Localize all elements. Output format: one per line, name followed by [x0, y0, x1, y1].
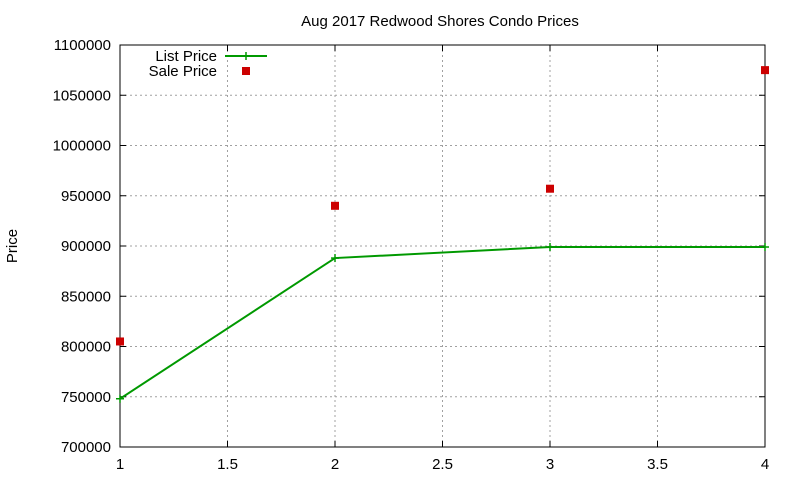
x-tick-label: 1: [116, 456, 124, 473]
x-tick-label: 3: [546, 456, 554, 473]
y-tick-label: 700000: [61, 439, 111, 456]
data-point: [546, 184, 554, 193]
legend-label-sale-price: Sale Price: [149, 63, 217, 80]
y-tick-label: 850000: [61, 288, 111, 305]
x-tick-label: 2.5: [432, 456, 453, 473]
y-tick-label: 800000: [61, 339, 111, 356]
data-point: [116, 394, 124, 403]
data-point: [546, 243, 554, 252]
x-tick-label: 2: [331, 456, 339, 473]
y-tick-label: 750000: [61, 389, 111, 406]
data-point: [761, 66, 769, 75]
chart-title: Aug 2017 Redwood Shores Condo Prices: [301, 13, 579, 30]
y-axis-label: Price: [4, 229, 21, 263]
grid: [120, 45, 765, 447]
data-point: [331, 201, 339, 210]
y-tick-label: 1050000: [53, 87, 111, 104]
series-sale-price: [116, 66, 769, 346]
legend-marker-list-price: [242, 52, 250, 60]
x-axis-ticks: 1 1.5 2 2.5 3 3.5 4: [116, 45, 769, 473]
y-tick-label: 1000000: [53, 138, 111, 155]
data-point: [331, 254, 339, 263]
legend: List Price Sale Price: [149, 48, 267, 80]
y-tick-label: 950000: [61, 188, 111, 205]
data-point: [116, 337, 124, 346]
series-list-price: [116, 243, 769, 403]
series-layer: [116, 66, 769, 403]
x-tick-label: 3.5: [647, 456, 668, 473]
data-point: [761, 243, 769, 252]
legend-label-list-price: List Price: [155, 48, 217, 65]
y-axis-ticks: 700000 750000 800000 850000 900000 950000 1000…: [53, 37, 765, 456]
x-tick-label: 1.5: [217, 456, 238, 473]
x-tick-label: 4: [761, 456, 769, 473]
y-tick-label: 1100000: [54, 37, 111, 54]
y-tick-label: 900000: [61, 238, 111, 255]
series-line: [119, 246, 765, 400]
legend-marker-sale-price: [242, 67, 250, 75]
